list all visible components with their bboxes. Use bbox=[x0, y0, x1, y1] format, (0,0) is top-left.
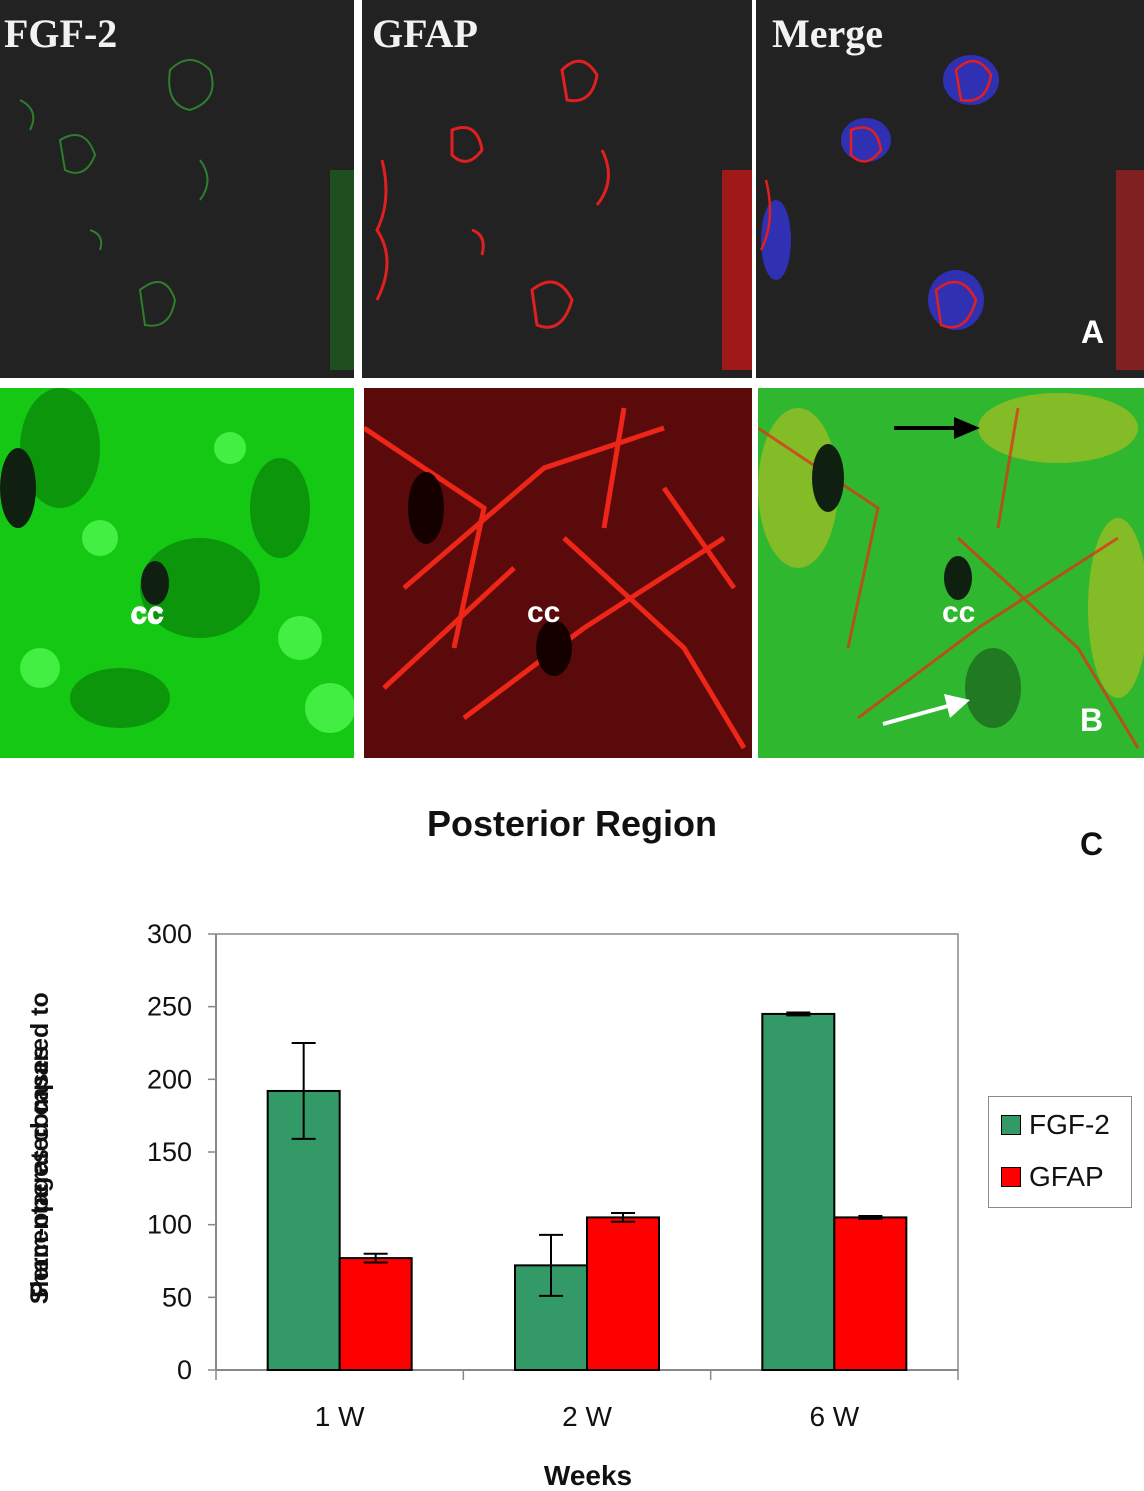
y-tick-label: 250 bbox=[147, 992, 192, 1022]
panel-title-fgf2: FGF-2 bbox=[4, 11, 118, 56]
panel-letter-c: C bbox=[1080, 826, 1104, 862]
micrograph-b-fgf2: cc bbox=[0, 388, 354, 758]
micrograph-b-fgf2-image bbox=[0, 388, 354, 758]
y-tick-label: 0 bbox=[177, 1355, 192, 1385]
chart-legend: FGF-2 GFAP bbox=[988, 1096, 1132, 1208]
cc-label-merge: cc bbox=[942, 596, 976, 629]
x-tick-label: 6 W bbox=[809, 1401, 859, 1432]
panel-letter-b: B bbox=[1080, 702, 1104, 738]
bar-fgf2 bbox=[761, 1012, 836, 1372]
black-arrow-icon bbox=[894, 417, 980, 439]
legend-swatch-gfap bbox=[1001, 1167, 1021, 1187]
bar-chart: 0 50 100 150 200 250 300 1 W 2 W 6 W bbox=[147, 919, 959, 1432]
bar-gfap bbox=[586, 1216, 660, 1371]
micrograph-a-merge-image bbox=[756, 0, 1144, 378]
y-tick-label: 100 bbox=[147, 1210, 192, 1240]
chart-title: Posterior Region bbox=[426, 803, 718, 844]
y-axis-label-line-2: Sham-operated cases bbox=[26, 1045, 54, 1305]
x-tick-label: 2 W bbox=[562, 1401, 612, 1432]
micrograph-a-fgf2: FGF-2 bbox=[0, 0, 354, 378]
micrograph-a-gfap-image bbox=[362, 0, 752, 378]
panel-letter-a: A bbox=[1081, 314, 1105, 350]
micrograph-a-gfap: GFAP bbox=[362, 0, 752, 378]
y-tick-label: 50 bbox=[162, 1282, 192, 1312]
legend-label-gfap: GFAP bbox=[1029, 1161, 1104, 1192]
legend-swatch-fgf2 bbox=[1001, 1115, 1021, 1135]
panel-title-merge: Merge bbox=[772, 11, 884, 56]
x-axis-label: Weeks bbox=[543, 1460, 633, 1491]
micrograph-b-gfap bbox=[364, 388, 752, 758]
micrograph-a-merge: Merge A bbox=[756, 0, 1144, 378]
cc-label-fgf2: cc bbox=[130, 598, 164, 631]
legend-label-fgf2: FGF-2 bbox=[1029, 1109, 1110, 1140]
micrograph-b-gfap-image bbox=[364, 388, 752, 758]
y-tick-label: 300 bbox=[147, 919, 192, 949]
cc-label-gfap: cc bbox=[527, 596, 561, 629]
micrograph-b-merge-image bbox=[758, 388, 1144, 758]
y-tick-label: 200 bbox=[147, 1064, 192, 1094]
x-tick-label: 1 W bbox=[315, 1401, 365, 1432]
bar-gfap bbox=[338, 1257, 413, 1371]
cc-label-fgf2-pos: cc bbox=[131, 596, 165, 629]
bar-gfap bbox=[833, 1216, 908, 1371]
micrograph-b-merge: B bbox=[758, 388, 1144, 758]
y-tick-label: 150 bbox=[147, 1137, 192, 1167]
panel-title-gfap: GFAP bbox=[372, 11, 478, 56]
white-arrow-icon bbox=[882, 694, 970, 726]
micrograph-a-fgf2-image bbox=[0, 0, 354, 378]
